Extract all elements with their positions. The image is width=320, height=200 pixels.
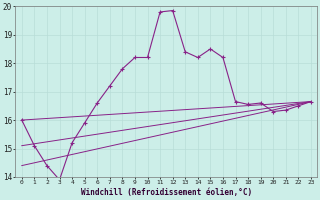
X-axis label: Windchill (Refroidissement éolien,°C): Windchill (Refroidissement éolien,°C) (81, 188, 252, 197)
